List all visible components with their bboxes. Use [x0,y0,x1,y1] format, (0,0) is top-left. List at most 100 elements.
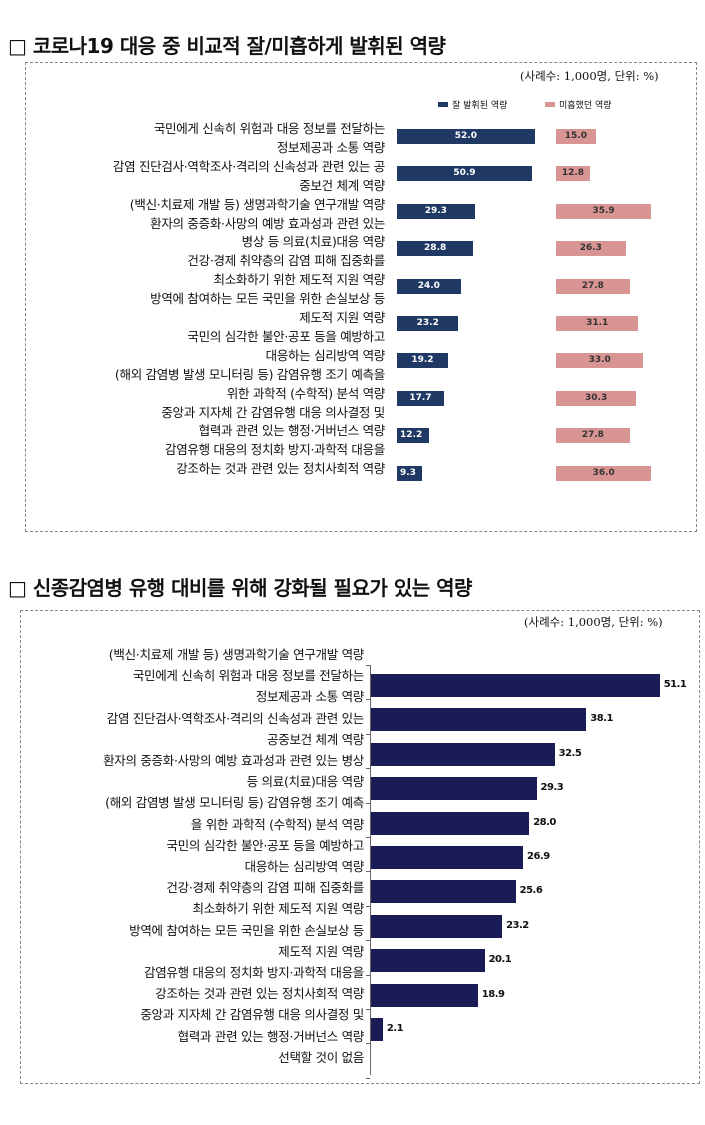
chart2-value: 51.1 [663,679,687,690]
chart1-label-line: 감염유행 대응의 정치화 방지·과학적 대응을 [165,442,385,458]
chart2-tick [366,1043,370,1045]
chart2-value: 18.9 [481,988,505,1000]
chart2-bar [371,949,485,973]
chart2-tick [366,905,370,907]
chart1-bar-good [397,390,444,406]
chart1-label-line: 중앙과 지자체 간 감염유행 대응 의사결정 및 [161,404,385,420]
chart2-tick [366,871,370,873]
chart1-value-poor: 31.1 [586,318,609,328]
chart1-bar-poor [556,278,630,294]
chart2-bar [371,674,660,697]
chart1-value-poor: 26.3 [579,243,602,254]
chart2-value: 20.1 [488,954,512,966]
legend-label-1: 잘 발휘된 역량 [452,101,508,111]
chart2-tick [366,1009,370,1010]
chart1-bar-good [397,428,430,444]
chart2-tick [366,768,370,770]
chart2-label-line: 감염 진단검사·역학조사·격리의 신속성과 관련 있는 [106,710,365,726]
chart1-label-line: (해외 감염병 발생 모니터링 등) 감염유행 조기 예측을 [114,366,385,382]
chart1-value-good: 17.7 [409,392,432,403]
chart2-label-line: 감염유행 대응의 정치화 방지·과학적 대응을 [144,965,364,980]
chart2-title: □ 신종감염병 유행 대비를 위해 강화될 필요가 있는 역량 [8,576,472,600]
chart1-value-poor: 15.0 [564,131,587,141]
chart1-label-line: 국민에게 신속히 위험과 대응 정보를 전달하는 [153,121,385,136]
chart2-bar [371,708,587,732]
chart1-value-poor: 27.8 [581,280,604,291]
chart1-bar-poor [556,129,596,144]
chart2-bar [371,1018,383,1041]
chart1-bar-good [397,129,535,144]
chart2-tick [366,837,370,838]
chart1-value-good: 9.3 [400,467,416,478]
chart1-bar-good [397,203,475,219]
chart2-label-line: 최소화하기 위한 제도적 지원 역량 [192,901,365,917]
chart1-label-line: 중보건 체계 역량 [299,177,385,193]
chart2-value: 29.3 [540,782,564,794]
chart1-label-line: 위한 과학적 (수학적) 분석 역량 [226,385,386,401]
chart1-bar-poor [556,465,652,481]
chart1-value-poor: 30.3 [585,392,608,403]
chart1-bar-poor [556,166,590,182]
chart1-label-line: 환자의 중증화·사망의 예방 효과성과 관련 있는 [150,215,385,231]
chart2-value: 38.1 [590,713,613,725]
chart2-tick [366,665,370,666]
chart1-value-good: 52.0 [454,131,477,141]
chart1-label-line: 최소화하기 위한 제도적 지원 역량 [213,272,386,288]
chart1-value-good: 28.8 [424,243,447,254]
chart2-value: 25.6 [519,885,543,897]
chart1-label-line: 병상 등 의료(치료)대응 역량 [241,234,386,250]
chart1-label-line: 방역에 참여하는 모든 국민을 위한 손실보상 등 [150,291,385,307]
chart2-bar [371,777,537,801]
chart1-legend-2: 미흡했던 역량 [545,98,612,111]
chart2-label-line: 건강·경제 취약층의 감염 피해 집중화를 [166,880,364,896]
chart1-label-line: 강조하는 것과 관련 있는 정치사회적 역량 [176,461,385,477]
chart2-bar [371,983,478,1007]
chart2-label-line: 등 의료(치료)대응 역량 [246,774,365,790]
chart1-bar-good [397,465,422,481]
chart1-value-poor: 33.0 [588,355,611,366]
chart1-value-poor: 12.8 [561,168,585,179]
chart1-label-line: 제도적 지원 역량 [299,310,385,325]
chart2-value: 2.1 [386,1023,404,1034]
chart2-label-line: 대응하는 심리방역 역량 [244,859,365,874]
chart1-label-line: (백신·치료제 개발 등) 생명과학기술 연구개발 역량 [129,196,386,212]
chart2-label-line: 정보제공과 소통 역량 [255,689,364,705]
chart2-tick [366,940,370,942]
chart1-bar-poor [556,353,644,369]
chart2-label-line: (해외 감염병 발생 모니터링 등) 감염유행 조기 예측 [105,795,364,811]
chart2-axis [370,665,371,1075]
chart2-bar [371,811,530,835]
chart2-label-line: 강조하는 것과 관련 있는 정치사회적 역량 [155,986,364,1002]
chart1-title: □ 코로나19 대응 중 비교적 잘/미흡하게 발휘된 역량 [8,34,446,58]
chart2-label-line: 협력과 관련 있는 행정·거버넌스 역량 [177,1028,365,1044]
chart1-bar-good [397,353,448,369]
chart1-bar-poor [556,203,652,219]
chart2-tick [366,974,370,976]
chart2-bar [371,914,503,938]
chart2-tick [366,802,370,804]
chart1-bar-poor [556,390,637,406]
legend-label-2: 미흡했던 역량 [559,101,612,111]
chart2-label-line: 환자의 중증화·사망의 예방 효과성과 관련 있는 병상 [103,753,364,768]
chart1-bar-poor [556,241,626,257]
chart2-label-line: (백신·치료제 개발 등) 생명과학기술 연구개발 역량 [108,647,365,662]
chart1-value-good: 24.0 [417,280,440,291]
chart1-value-good: 50.9 [453,168,476,179]
chart2-tick [366,733,370,735]
chart1-label-line: 건강·경제 취약층의 감염 피해 집중화를 [187,253,385,269]
chart1-label-line: 정보제공과 소통 역량 [276,139,385,155]
chart2-note: (사례수: 1,000명, 단위: %) [524,615,663,629]
chart2-tick [366,699,370,701]
chart2-label-line: 공중보건 체계 역량 [267,731,364,747]
chart1-value-good: 19.2 [411,355,434,366]
chart2-label-line: 제도적 지원 역량 [278,943,364,959]
chart2-value: 32.5 [558,747,582,759]
chart2-tick [366,1077,370,1079]
chart1-label-line: 협력과 관련 있는 행정·거버넌스 역량 [198,423,386,439]
chart2-label-line: 국민의 심각한 불안·공포 등을 예방하고 [166,837,364,853]
chart1-value-poor: 36.0 [592,467,615,478]
chart2-label-line: 을 위한 과학적 (수학적) 분석 역량 [190,816,364,832]
chart1-bar-good [397,316,459,331]
chart1-bar-good [397,241,474,257]
chart1-bar-poor [556,428,630,444]
